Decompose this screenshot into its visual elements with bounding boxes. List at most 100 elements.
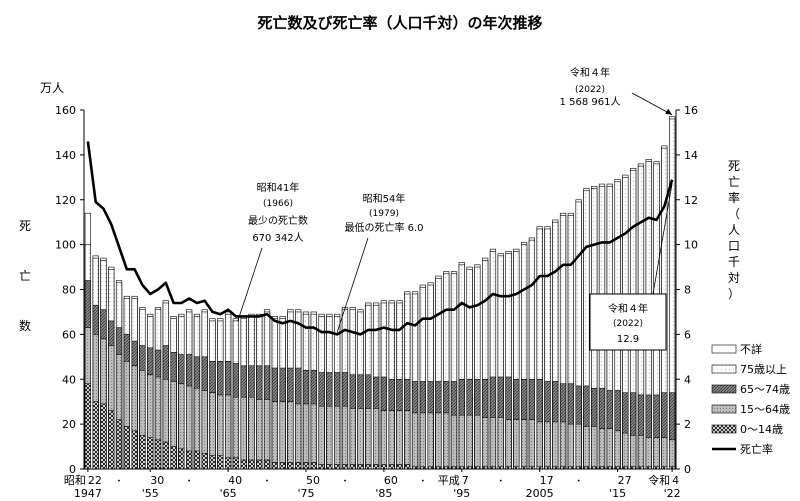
anno-min-deaths-leader (237, 247, 263, 321)
bar-age15 (598, 428, 606, 470)
bar-age0 (388, 464, 395, 470)
x-tick-bottom: '95 (453, 487, 470, 500)
bar-age15 (326, 405, 333, 470)
left-tick-label: 0 (69, 463, 76, 476)
x-tick-top: 27 (618, 474, 632, 487)
bar-age0 (302, 461, 310, 470)
bar-age15 (357, 408, 364, 470)
right-tick-label: 6 (684, 328, 691, 341)
left-tick-label: 100 (55, 239, 76, 252)
x-tick-bottom: 2005 (526, 487, 554, 500)
anno-latest-rate-text: 12.9 (617, 334, 639, 345)
x-dot: ・ (185, 477, 194, 487)
bar-age0 (287, 461, 294, 470)
bar-age0 (139, 435, 146, 470)
anno-min-deaths-text: 昭和41年 (257, 181, 300, 194)
bar-age15 (334, 405, 341, 470)
x-tick-top: 7 (462, 474, 469, 487)
left-axis-char: 数 (19, 318, 31, 333)
legend-age65-swatch (711, 384, 737, 394)
bar-age15 (435, 412, 442, 470)
legend-age65-label: 65～74歳 (740, 383, 790, 396)
x-tick-bottom: '15 (609, 487, 626, 500)
anno-latest-deaths-text: (2022) (575, 85, 605, 95)
anno-min-deaths-text: (1966) (263, 199, 293, 209)
left-tick-label: 160 (55, 104, 76, 117)
legend-age15-swatch (711, 404, 737, 414)
bar-age15 (466, 414, 473, 470)
left-axis-char: 亡 (19, 269, 31, 283)
bar-age0 (404, 464, 411, 470)
bar-age15 (552, 421, 559, 470)
bar-age15 (256, 399, 263, 470)
right-tick-label: 8 (684, 284, 691, 297)
bars-group (84, 116, 676, 470)
anno-min-deaths-text: 670 342人 (252, 232, 303, 244)
bar-age0 (209, 455, 216, 470)
bar-age0 (349, 464, 356, 470)
right-tick-label: 16 (684, 104, 698, 117)
right-tick-label: 2 (684, 418, 691, 431)
bar-age0 (217, 455, 224, 470)
x-tick-top: 50 (306, 474, 320, 487)
bar-age15 (365, 408, 372, 470)
bar-age15 (279, 401, 286, 470)
bar-age0 (123, 426, 130, 470)
right-axis-char: 対 (728, 271, 740, 285)
death-rate-line (86, 141, 674, 336)
bar-age15 (349, 408, 356, 470)
anno-min-rate-text: 昭和54年 (363, 192, 406, 205)
right-axis-char: 口 (728, 239, 740, 253)
bar-age15 (373, 408, 380, 470)
bar-age15 (606, 428, 613, 470)
bar-age0 (108, 410, 115, 470)
bar-age15 (489, 417, 497, 470)
x-tick-top: 4 (672, 474, 679, 487)
bar-age15 (302, 403, 310, 470)
legend-rate-label: 死亡率 (740, 442, 773, 456)
bar-age0 (84, 383, 91, 470)
bar-age15 (521, 419, 528, 470)
left-axis-label: 死亡数 (19, 219, 31, 333)
bar-age15 (653, 437, 660, 470)
bar-age15 (263, 399, 271, 470)
right-tick-label: 0 (684, 463, 691, 476)
bar-age0 (162, 441, 169, 470)
bar-age15 (450, 414, 458, 470)
bar-age15 (661, 437, 668, 470)
right-axis-char: ） (728, 287, 740, 301)
anno-latest-deaths-arrow (665, 108, 673, 115)
bar-age15 (240, 396, 247, 470)
bar-age15 (614, 430, 621, 470)
bar-age0 (295, 461, 302, 470)
bar-age0 (100, 403, 107, 470)
x-dot: ・ (115, 477, 124, 487)
x-dot: ・ (574, 477, 583, 487)
right-axis-char: 千 (728, 255, 740, 269)
bar-age15 (544, 421, 551, 470)
bar-age15 (411, 412, 419, 470)
bar-age0 (225, 457, 232, 470)
axes-group: 0 20 40 60 80 100 120 140 160 0 2 4 6 8 10 12 14 16 昭和 2219… (55, 104, 698, 500)
x-tick-top: 40 (228, 474, 242, 487)
x-tick-bottom: '75 (297, 487, 314, 500)
x-dot: ・ (340, 477, 349, 487)
bar-age15 (380, 410, 387, 470)
anno-latest-deaths-text: 1 568 961人 (560, 96, 621, 108)
bar-age15 (559, 421, 567, 470)
anno-latest-deaths-text: 令和４年 (570, 66, 610, 79)
legend-unknown-swatch (711, 344, 737, 354)
right-tick-label: 12 (684, 194, 698, 207)
bar-age15 (575, 423, 582, 470)
anno-latest-rate-text: 令和４年 (608, 302, 648, 315)
bar-age15 (427, 412, 434, 470)
left-tick-label: 120 (55, 194, 76, 207)
right-axis-char: 人 (728, 223, 740, 237)
bar-age0 (115, 419, 123, 470)
left-axis-char: 死 (19, 219, 31, 233)
bar-age15 (404, 410, 411, 470)
right-tick-label: 14 (684, 149, 698, 162)
right-axis-char: 死 (728, 159, 740, 173)
left-tick-label: 60 (62, 328, 76, 341)
x-tick-bottom: '22 (664, 487, 681, 500)
